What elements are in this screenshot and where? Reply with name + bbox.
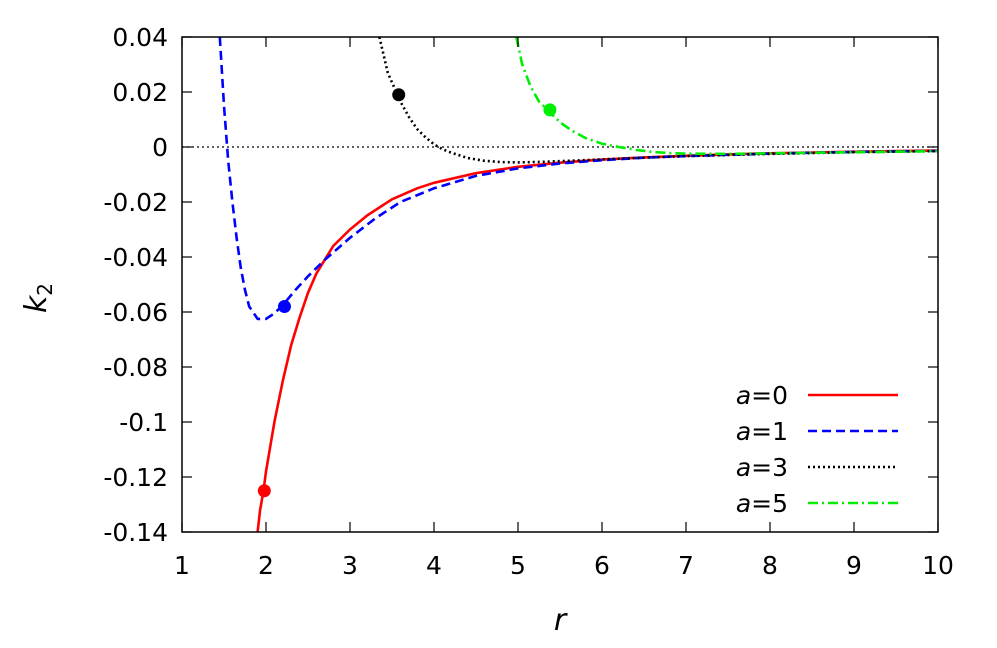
x-tick-label: 6 bbox=[594, 551, 610, 580]
x-tick-label: 10 bbox=[922, 551, 954, 580]
series-marker-a5 bbox=[543, 103, 557, 117]
legend-entry-label: a=1 bbox=[736, 417, 788, 446]
legend-value: =1 bbox=[751, 417, 788, 446]
marker-layer bbox=[257, 88, 557, 498]
series-marker-a3 bbox=[392, 88, 406, 102]
y-tick-label: -0.08 bbox=[103, 353, 168, 382]
series-line-a0 bbox=[256, 149, 938, 532]
x-axis-label: r bbox=[554, 603, 568, 638]
legend-value: =0 bbox=[751, 381, 788, 410]
y-tick-label: -0.14 bbox=[103, 518, 168, 547]
y-tick-label: -0.1 bbox=[119, 408, 168, 437]
x-tick-label: 3 bbox=[342, 551, 358, 580]
legend-entry-label: a=3 bbox=[736, 453, 788, 482]
y-axis-label-main: k bbox=[19, 294, 54, 313]
legend-entry-label: a=0 bbox=[736, 381, 788, 410]
y-tick-label: -0.04 bbox=[103, 243, 168, 272]
x-tick-label: 4 bbox=[426, 551, 442, 580]
y-tick-label: -0.02 bbox=[103, 188, 168, 217]
legend-value: =5 bbox=[751, 489, 788, 518]
series-layer bbox=[218, 37, 938, 532]
legend-value: =3 bbox=[751, 453, 788, 482]
series-marker-a0 bbox=[257, 484, 271, 498]
series-line-a5 bbox=[515, 37, 938, 156]
legend-entry-label: a=5 bbox=[736, 489, 788, 518]
x-tick-label: 8 bbox=[762, 551, 778, 580]
legend-param: a bbox=[736, 381, 751, 410]
legend-param: a bbox=[736, 453, 751, 482]
y-axis-label: k2 bbox=[19, 283, 57, 313]
y-tick-label: -0.12 bbox=[103, 463, 168, 492]
y-tick-label: -0.06 bbox=[103, 298, 168, 327]
legend: a=0a=1a=3a=5 bbox=[736, 381, 898, 518]
y-tick-label: 0.04 bbox=[112, 23, 168, 52]
series-marker-a1 bbox=[277, 300, 291, 313]
x-tick-label: 9 bbox=[846, 551, 862, 580]
plot-frame bbox=[181, 36, 939, 533]
y-tick-label: 0.02 bbox=[112, 78, 168, 107]
tick-layer: 1 2 3 4 5 6 7 8 9 10 0.04 0.02 0 -0.02 -0.04 -0.06 -0.08… bbox=[103, 23, 954, 580]
y-axis-label-subscript: 2 bbox=[33, 283, 57, 296]
x-tick-label: 7 bbox=[678, 551, 694, 580]
x-tick-label: 1 bbox=[174, 551, 190, 580]
x-tick-label: 2 bbox=[258, 551, 274, 580]
series-line-a3 bbox=[378, 37, 938, 164]
legend-param: a bbox=[736, 489, 751, 518]
y-tick-label: 0 bbox=[152, 133, 168, 162]
series-line-a1 bbox=[218, 37, 938, 321]
legend-param: a bbox=[736, 417, 751, 446]
x-tick-label: 5 bbox=[510, 551, 526, 580]
